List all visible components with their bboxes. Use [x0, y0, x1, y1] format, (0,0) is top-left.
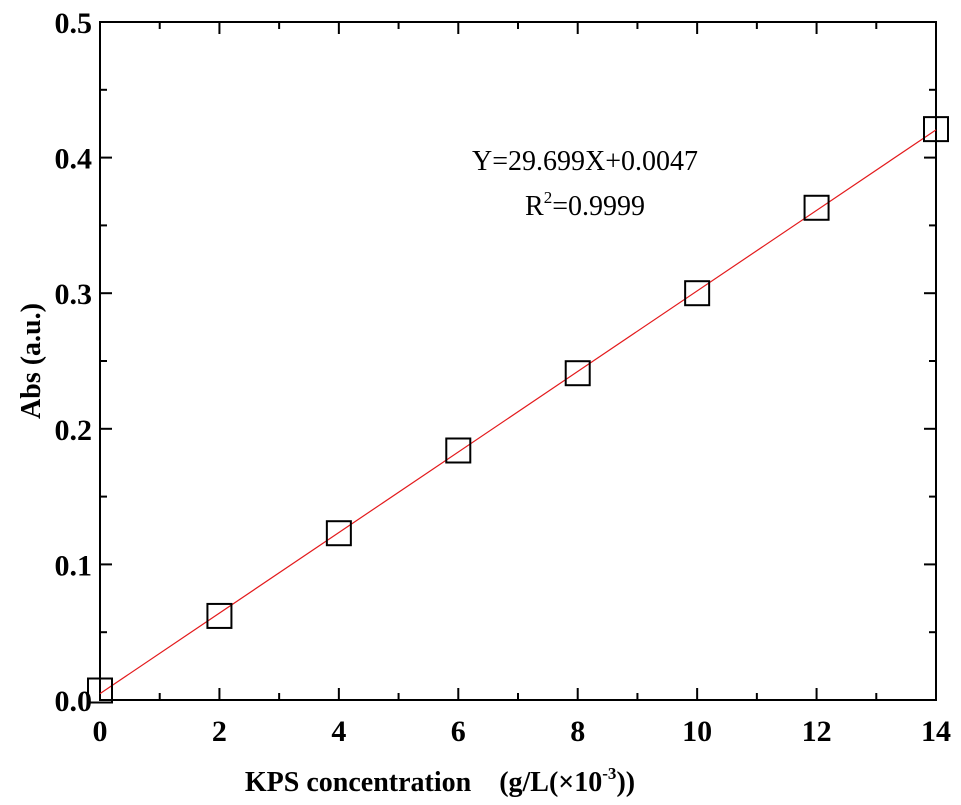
data-point: [445, 437, 472, 464]
x-tick-label: 4: [331, 715, 346, 748]
x-tick-label: 6: [451, 715, 466, 748]
y-tick-label: 0.0: [55, 685, 93, 718]
x-axis-title: KPS concentration (g/L(×10-3)): [245, 764, 635, 798]
fit-equation: Y=29.699X+0.0047: [472, 146, 698, 177]
x-axis-title-main: KPS concentration: [245, 767, 472, 798]
x-tick-label: 14: [921, 715, 951, 748]
y-tick-label: 0.3: [55, 278, 93, 311]
x-tick-label: 0: [93, 715, 108, 748]
y-axis-title: Abs (a.u.): [16, 303, 47, 419]
data-point: [325, 520, 352, 547]
tick-marks: [99, 21, 937, 701]
x-tick-label: 8: [570, 715, 585, 748]
data-point: [684, 280, 711, 307]
x-tick-label: 10: [682, 715, 712, 748]
plot-frame: [99, 21, 937, 701]
r-squared-prefix: R: [525, 191, 544, 222]
x-axis-title-unit: (g/L(×10: [499, 767, 602, 798]
x-axis-title-unit-end: )): [616, 767, 635, 798]
r-squared-value: =0.9999: [552, 191, 645, 222]
x-tick-label: 12: [802, 715, 832, 748]
r-squared-exponent: 2: [544, 188, 553, 207]
data-point: [803, 194, 830, 221]
tick-labels: 0 2 4 6 8 10 12 14 0.0 0.1 0.2 0.3 0.4 0.5: [55, 7, 952, 748]
fit-line: [99, 129, 937, 695]
data-points: [87, 116, 949, 704]
y-tick-label: 0.1: [55, 549, 93, 582]
x-tick-label: 2: [212, 715, 227, 748]
r-squared: R2=0.9999: [525, 188, 645, 222]
x-axis-title-exponent: -3: [602, 764, 616, 783]
y-tick-label: 0.4: [55, 143, 93, 176]
data-point: [206, 602, 233, 629]
data-point: [564, 360, 591, 387]
data-point: [87, 677, 113, 704]
y-tick-label: 0.5: [55, 7, 93, 40]
data-point: [923, 116, 949, 143]
y-tick-label: 0.2: [55, 414, 93, 447]
